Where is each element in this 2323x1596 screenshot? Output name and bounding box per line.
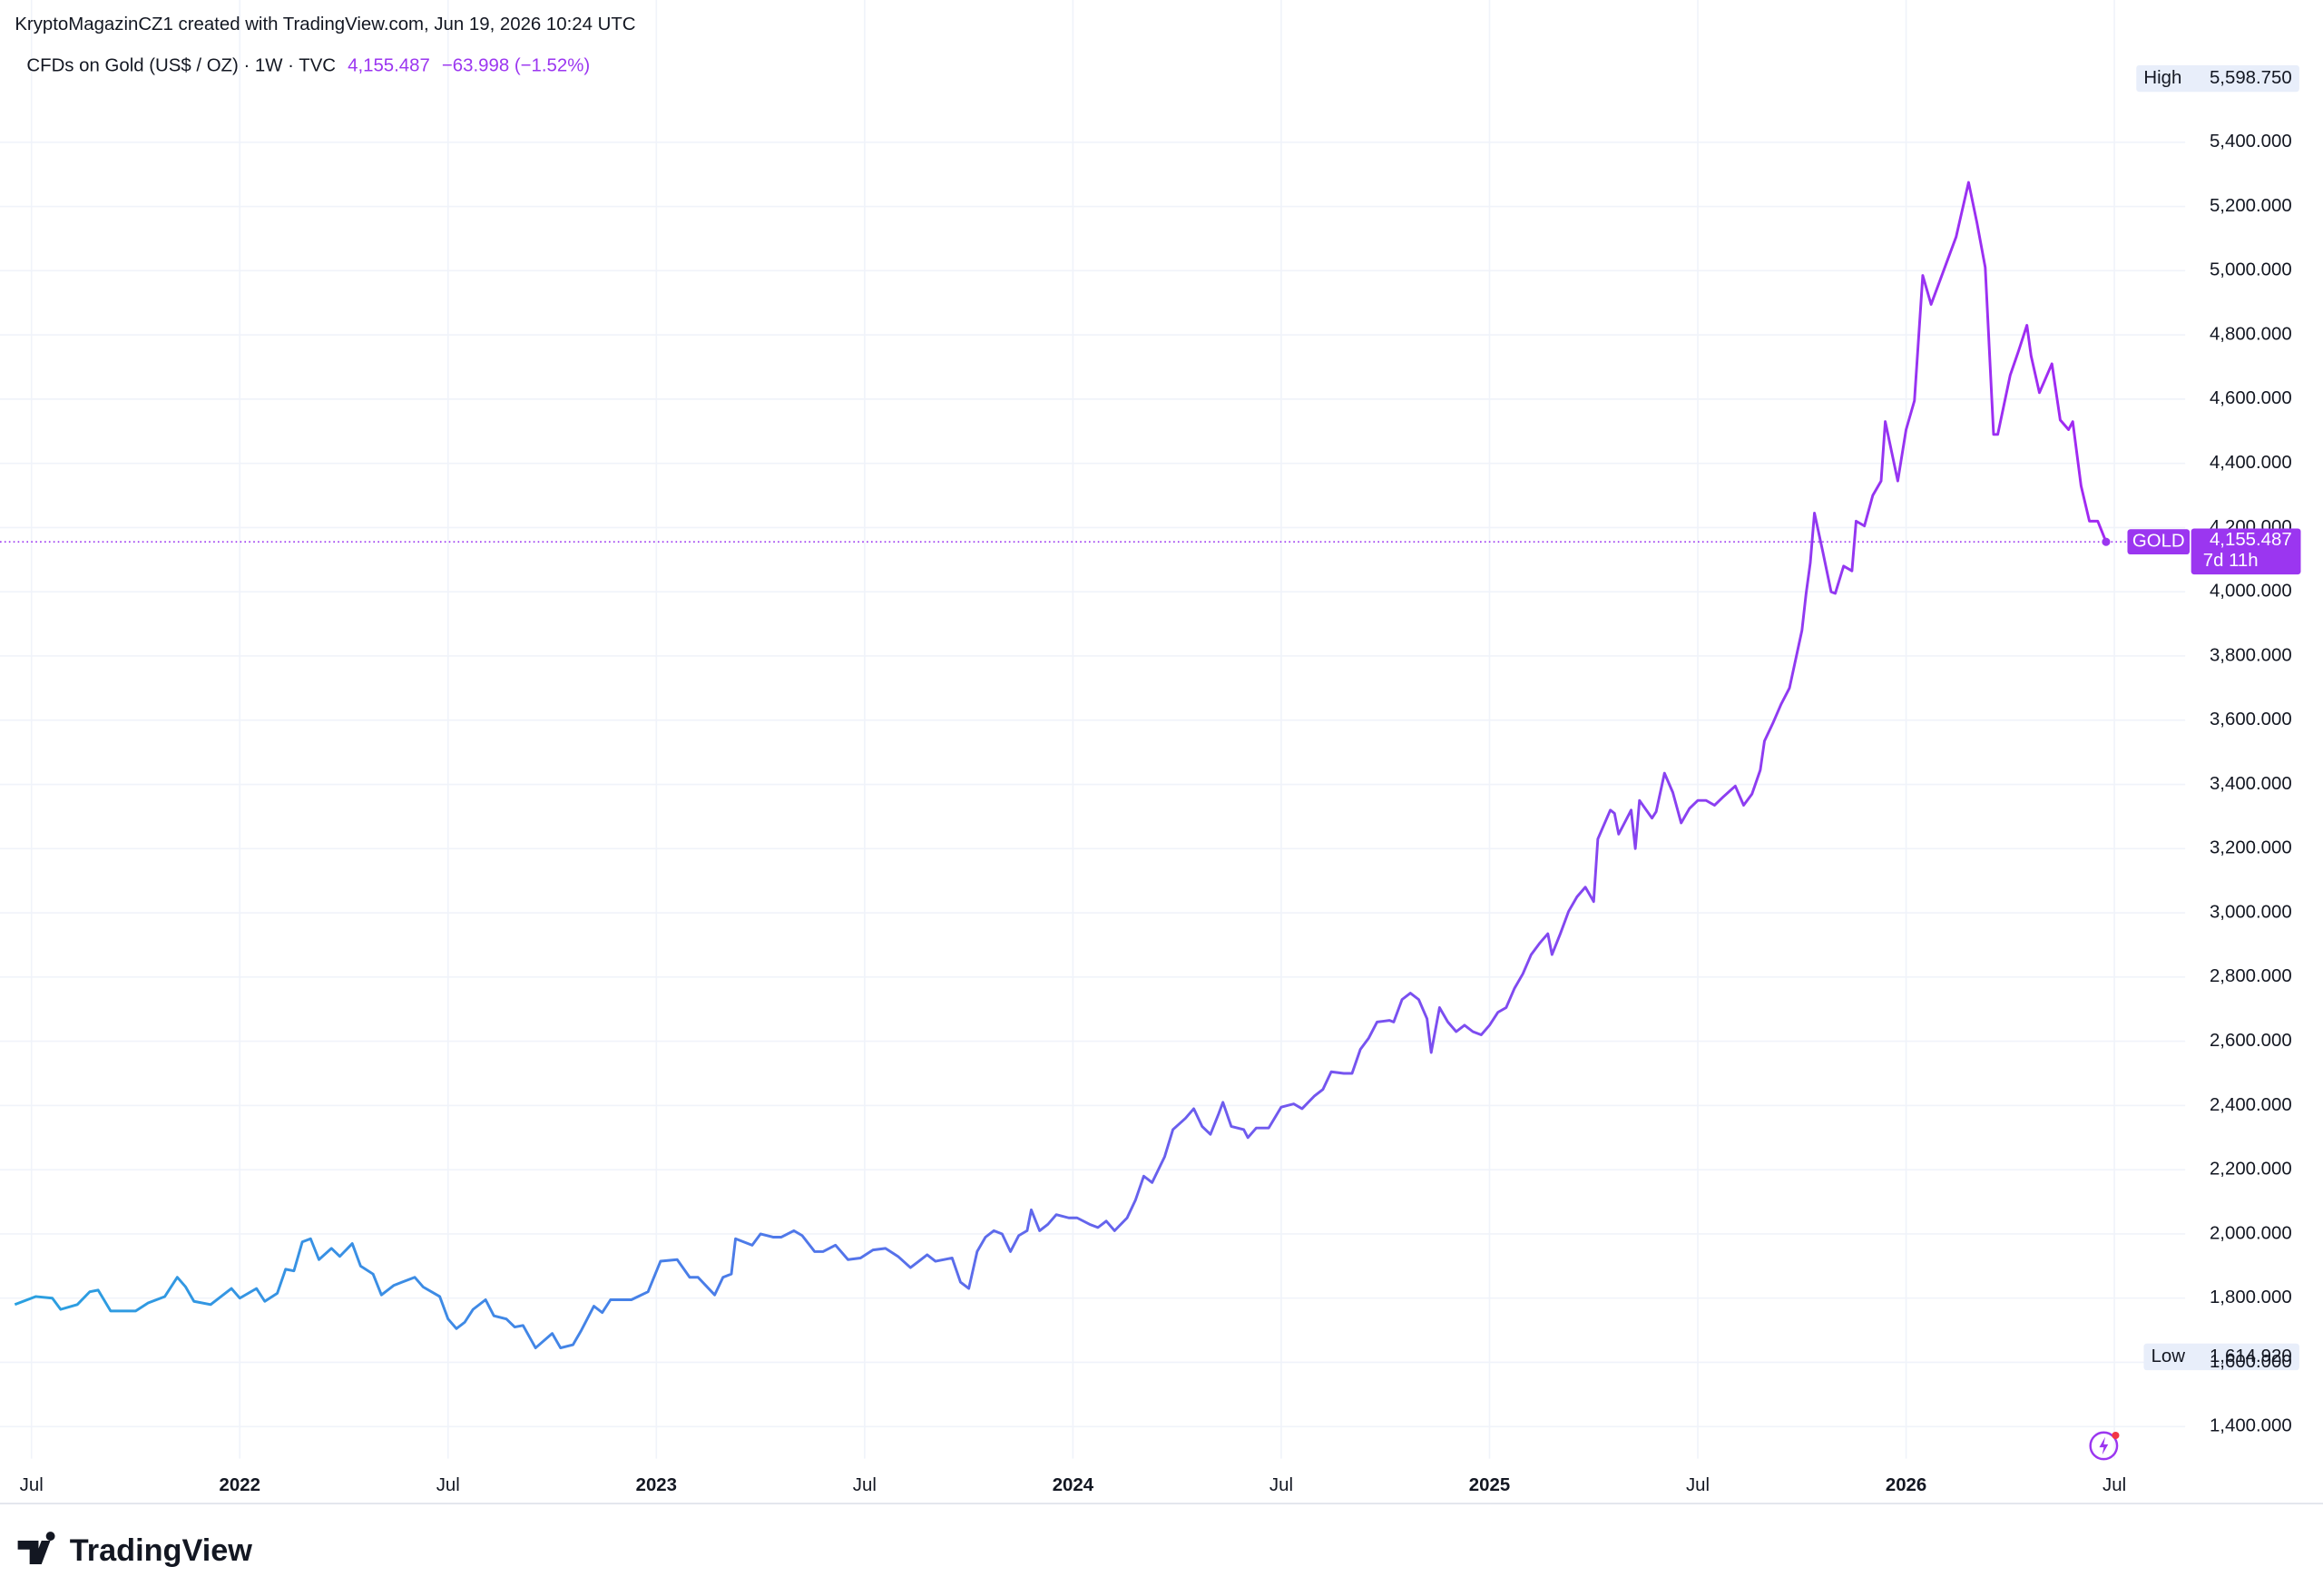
x-tick-label: Jul xyxy=(1686,1475,1710,1495)
y-tick-label: 1,800.000 xyxy=(2210,1288,2292,1307)
price-line xyxy=(14,181,2108,1350)
low-value: 1,614.920 xyxy=(2210,1346,2292,1366)
y-tick-label: 4,600.000 xyxy=(2210,388,2292,408)
x-tick-label: Jul xyxy=(436,1475,460,1495)
logo-icon xyxy=(17,1532,55,1565)
y-tick-label: 2,200.000 xyxy=(2210,1160,2292,1180)
y-tick-label: 1,600.000 xyxy=(2210,1352,2292,1372)
y-tick-label: 3,800.000 xyxy=(2210,645,2292,665)
x-tick-label: 2022 xyxy=(220,1475,260,1495)
x-tick-label: 2025 xyxy=(1469,1475,1510,1495)
x-tick-label: Jul xyxy=(853,1475,877,1495)
symbol-badge xyxy=(2127,529,2191,555)
y-tick-label: 2,000.000 xyxy=(2210,1223,2292,1243)
high-label: High xyxy=(2143,68,2181,88)
y-tick-label: 4,000.000 xyxy=(2210,582,2292,602)
x-tick-label: Jul xyxy=(20,1475,44,1495)
y-tick-label: 1,400.000 xyxy=(2210,1416,2292,1436)
legend-title: CFDs on Gold (US$ / OZ) · 1W · TVC 4,155.… xyxy=(26,56,590,76)
header: KryptoMagazinCZ1 created with TradingVie… xyxy=(15,15,635,34)
countdown: 7d 11h xyxy=(2203,551,2259,571)
y-tick-label: 5,200.000 xyxy=(2210,196,2292,216)
symbol: CFDs on Gold (US$ / OZ) · 1W · TVC xyxy=(26,56,336,76)
x-tick-label: Jul xyxy=(2102,1475,2126,1495)
logo: TradingView xyxy=(17,1532,253,1568)
low-badge xyxy=(2143,1343,2299,1371)
y-tick-label: 3,400.000 xyxy=(2210,774,2292,794)
legend-price: 4,155.487 xyxy=(348,56,430,76)
x-tick-label: Jul xyxy=(1269,1475,1293,1495)
last-point xyxy=(2102,537,2111,546)
y-tick-label: 2,400.000 xyxy=(2210,1095,2292,1115)
y-tick-label: 5,400.000 xyxy=(2210,132,2292,152)
y-tick-label: 3,000.000 xyxy=(2210,902,2292,922)
high-value: 5,598.750 xyxy=(2210,68,2292,88)
x-tick-label: 2024 xyxy=(1053,1475,1094,1495)
brand: TradingView xyxy=(70,1533,253,1568)
flash-icon[interactable] xyxy=(2089,1431,2119,1461)
y-tick-label: 2,600.000 xyxy=(2210,1031,2292,1051)
x-tick-label: 2026 xyxy=(1886,1475,1926,1495)
legend-change: −63.998 (−1.52%) xyxy=(442,56,590,76)
high-badge xyxy=(2136,64,2299,93)
y-tick-label: 3,600.000 xyxy=(2210,710,2292,729)
y-tick-label: 4,800.000 xyxy=(2210,324,2292,344)
y-tick-label: 2,800.000 xyxy=(2210,966,2292,986)
symbol-badge-text: GOLD xyxy=(2132,532,2185,552)
y-tick-label: 3,200.000 xyxy=(2210,838,2292,858)
flash-bolt xyxy=(2099,1436,2109,1455)
flash-dot xyxy=(2112,1431,2120,1440)
x-tick-label: 2023 xyxy=(636,1475,677,1495)
y-tick-label: 4,400.000 xyxy=(2210,453,2292,473)
low-label: Low xyxy=(2151,1346,2186,1366)
y-tick-label: 5,000.000 xyxy=(2210,260,2292,280)
price-badge xyxy=(2191,528,2301,575)
price-badge-text: 4,155.487 xyxy=(2210,530,2292,550)
